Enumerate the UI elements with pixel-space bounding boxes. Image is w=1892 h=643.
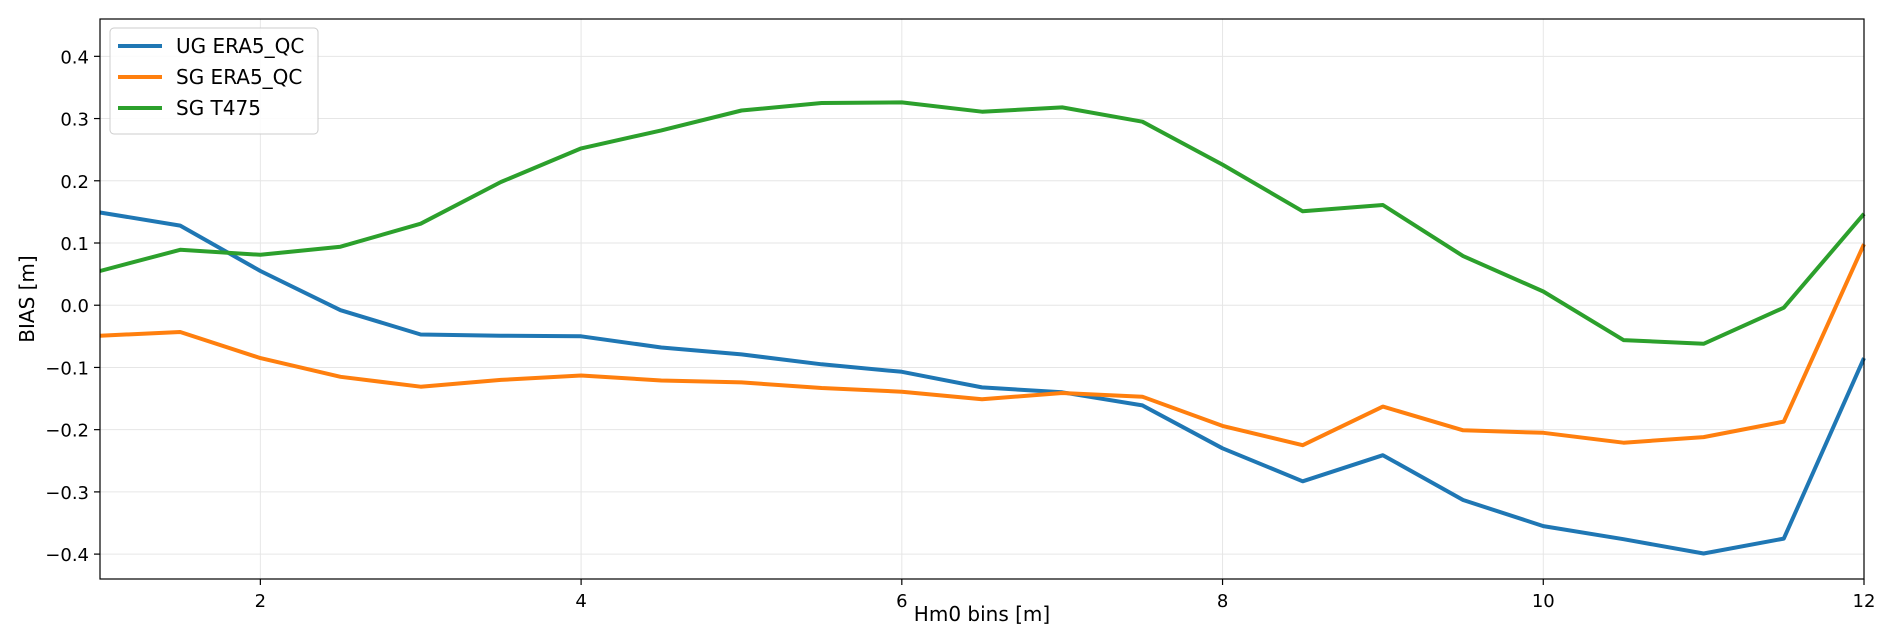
legend-label: SG T475: [176, 96, 261, 120]
y-tick-label: −0.3: [45, 483, 89, 504]
x-tick-label: 6: [896, 591, 907, 612]
y-tick-label: −0.1: [45, 358, 89, 379]
y-tick-label: 0.4: [60, 47, 89, 68]
x-tick-label: 10: [1532, 591, 1555, 612]
y-tick-label: −0.4: [45, 545, 89, 566]
y-tick-label: 0.3: [60, 110, 89, 131]
y-tick-label: 0.1: [60, 234, 89, 255]
plot-frame: [99, 18, 1865, 580]
legend-label: SG ERA5_QC: [176, 65, 302, 89]
x-tick-label: 8: [1217, 591, 1228, 612]
y-tick-label: −0.2: [45, 421, 89, 442]
series-lines: [99, 100, 1866, 556]
grid: [100, 19, 1865, 579]
legend-label: UG ERA5_QC: [176, 34, 304, 58]
y-axis-label: BIAS [m]: [15, 255, 39, 342]
series-line-3: [99, 100, 1866, 346]
y-tick-label: 0.0: [60, 296, 89, 317]
y-tick-label: 0.2: [60, 172, 89, 193]
series-line-1: [99, 210, 1866, 556]
x-tick-label: 2: [255, 591, 266, 612]
x-tick-label: 12: [1853, 591, 1876, 612]
x-axis: 2 4 6 8 10 12: [255, 579, 1876, 612]
legend: UG ERA5_QC SG ERA5_QC SG T475: [109, 27, 319, 135]
x-axis-label: Hm0 bins [m]: [914, 602, 1050, 626]
y-axis: −0.4 −0.3 −0.2 −0.1 0.0 0.1 0.2 0.3 0.4: [45, 47, 100, 566]
series-line-2: [99, 243, 1866, 448]
x-tick-label: 4: [575, 591, 586, 612]
